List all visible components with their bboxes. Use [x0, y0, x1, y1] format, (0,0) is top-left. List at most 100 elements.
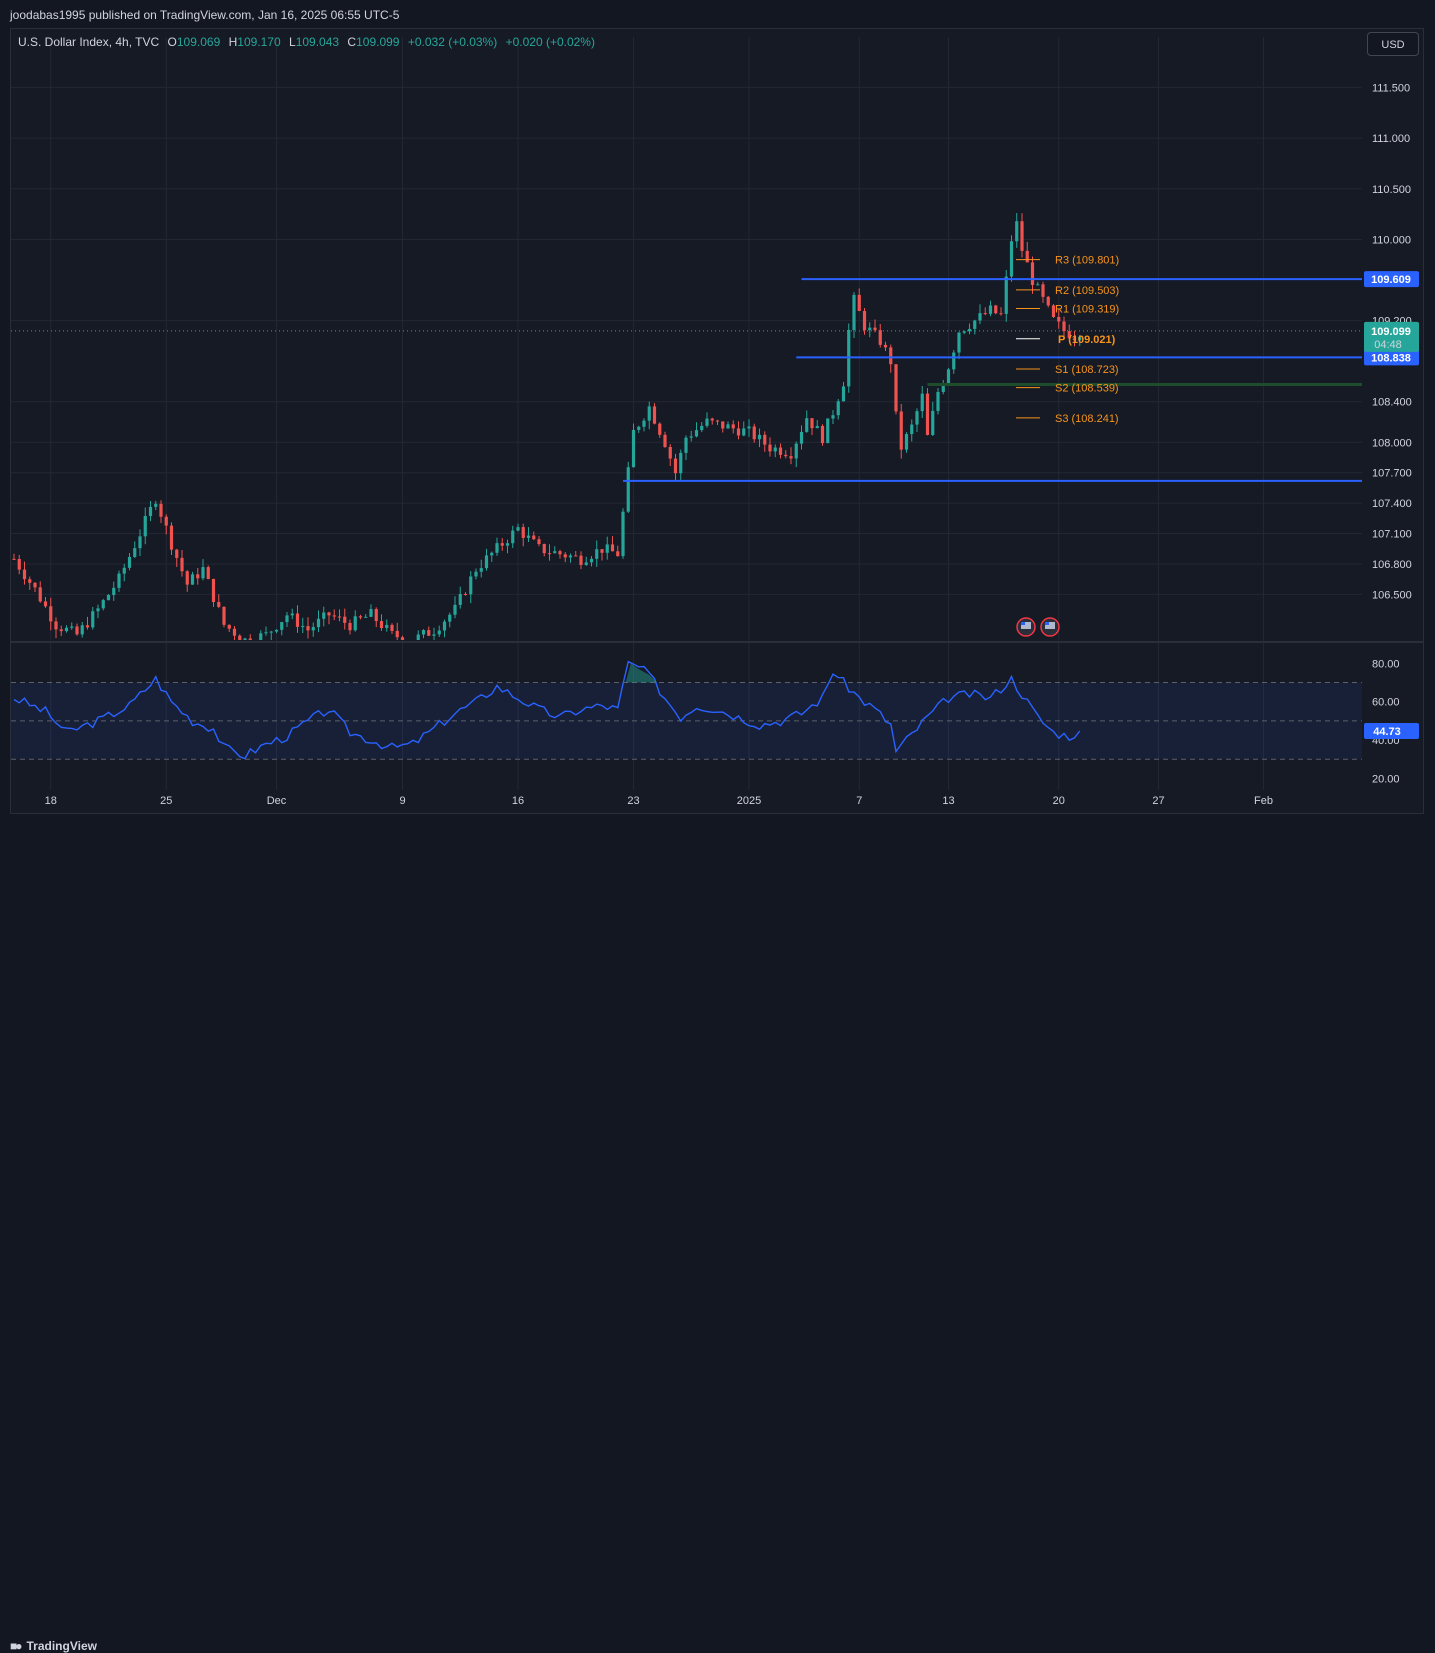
- candle-body: [295, 613, 300, 627]
- candle-body: [742, 428, 746, 436]
- change-value: +0.032 (+0.03%): [407, 35, 498, 49]
- candle-body: [484, 555, 489, 569]
- candle-body: [705, 418, 709, 426]
- candle-body: [421, 630, 426, 635]
- candle-body: [537, 539, 541, 545]
- candle-body: [1062, 321, 1066, 332]
- candle-body: [301, 626, 305, 628]
- close-value: 109.099: [356, 35, 400, 49]
- pivot-label: S3 (108.241): [1055, 413, 1119, 425]
- x-tick-label: 13: [942, 795, 954, 807]
- candle-body: [941, 383, 945, 392]
- candle-body: [280, 622, 284, 630]
- candle-body: [558, 551, 562, 555]
- candle-body: [379, 621, 384, 629]
- x-tick-label: 23: [627, 795, 639, 807]
- candle-body: [952, 352, 956, 370]
- candle-body: [343, 616, 347, 623]
- candle-body: [999, 313, 1003, 315]
- tradingview-brand[interactable]: ■● TradingView: [10, 1639, 97, 1653]
- rsi-line: [13, 660, 1081, 760]
- level-badge: [1364, 271, 1419, 288]
- candle-body: [169, 525, 174, 550]
- candle-body: [910, 424, 914, 435]
- candle-body: [1030, 262, 1035, 285]
- candle-body: [731, 424, 735, 429]
- pivot-label: S2 (108.539): [1055, 383, 1119, 395]
- candle-body: [154, 503, 158, 507]
- candle-body: [873, 327, 877, 331]
- candle-body: [936, 391, 940, 411]
- candle-body: [568, 555, 573, 558]
- candle-body: [983, 313, 987, 315]
- candle-body: [190, 574, 195, 585]
- y-tick-label: 106.500: [1372, 589, 1412, 601]
- candle-body: [747, 426, 751, 429]
- candle-body: [915, 411, 919, 425]
- candle-body: [75, 626, 79, 635]
- symbol-label[interactable]: U.S. Dollar Index, 4h, TVC: [18, 35, 160, 49]
- candle-body: [164, 516, 168, 526]
- x-tick-label: 27: [1152, 795, 1164, 807]
- candle-body: [994, 305, 998, 314]
- candle-body: [673, 458, 678, 474]
- candle-body: [684, 437, 688, 453]
- candle-body: [768, 444, 772, 452]
- candle-body: [180, 557, 184, 572]
- candle-body: [311, 627, 315, 631]
- candle-body: [931, 410, 935, 435]
- candle-body: [878, 330, 882, 345]
- level-badge-label: 108.838: [1371, 352, 1411, 364]
- open-label: O: [167, 35, 177, 49]
- level-badge-label: 109.609: [1371, 274, 1411, 286]
- candle-body: [511, 530, 515, 544]
- candle-body: [374, 609, 378, 622]
- candle-body: [322, 612, 326, 619]
- candle-body: [290, 613, 294, 616]
- x-tick-label: 20: [1053, 795, 1065, 807]
- currency-button[interactable]: USD: [1367, 32, 1419, 56]
- candle-body: [96, 608, 100, 612]
- chart-canvas[interactable]: 111.500111.000110.500110.000109.200108.4…: [0, 0, 1435, 849]
- candle-body: [626, 467, 630, 512]
- candle-body: [689, 436, 693, 438]
- x-tick-label: 16: [512, 795, 524, 807]
- pivot-label: R3 (109.801): [1055, 255, 1119, 267]
- candle-body: [348, 622, 352, 631]
- candle-body: [600, 549, 604, 553]
- candle-body: [658, 423, 662, 435]
- candle-body: [206, 567, 210, 579]
- candle-body: [521, 527, 525, 538]
- candle-body: [579, 555, 583, 565]
- candle-body: [574, 555, 578, 557]
- candle-body: [175, 549, 179, 558]
- candle-body: [589, 558, 594, 563]
- pivot-label: R1 (109.319): [1055, 304, 1119, 316]
- y-tick-label: 110.500: [1372, 184, 1411, 196]
- candle-body: [899, 411, 903, 450]
- candle-body: [857, 294, 861, 311]
- pivot-label: P (109.021): [1058, 334, 1116, 346]
- candle-body: [269, 631, 273, 633]
- candle-body: [642, 420, 646, 427]
- candle-body: [889, 347, 893, 365]
- candle-body: [584, 562, 588, 565]
- open-value: 109.069: [176, 35, 221, 49]
- candle-body: [805, 418, 809, 432]
- candle-body: [500, 543, 504, 546]
- candle-body: [710, 418, 714, 421]
- candle-body: [28, 579, 32, 583]
- flag-canton: [1045, 622, 1049, 625]
- candle-body: [22, 569, 27, 580]
- publish-info: joodabas1995 published on TradingView.co…: [10, 8, 400, 22]
- candle-body: [479, 568, 483, 572]
- candle-body: [80, 625, 84, 635]
- y-tick-label: 110.000: [1372, 235, 1411, 247]
- pivot-label: S1 (108.723): [1055, 364, 1119, 376]
- candle-body: [12, 558, 16, 560]
- y-tick-label: 107.700: [1372, 468, 1412, 480]
- candle-body: [222, 606, 226, 625]
- x-tick-label: Feb: [1254, 795, 1273, 807]
- candle-body: [1015, 221, 1019, 242]
- tradingview-logo-icon: ■●: [10, 1639, 22, 1653]
